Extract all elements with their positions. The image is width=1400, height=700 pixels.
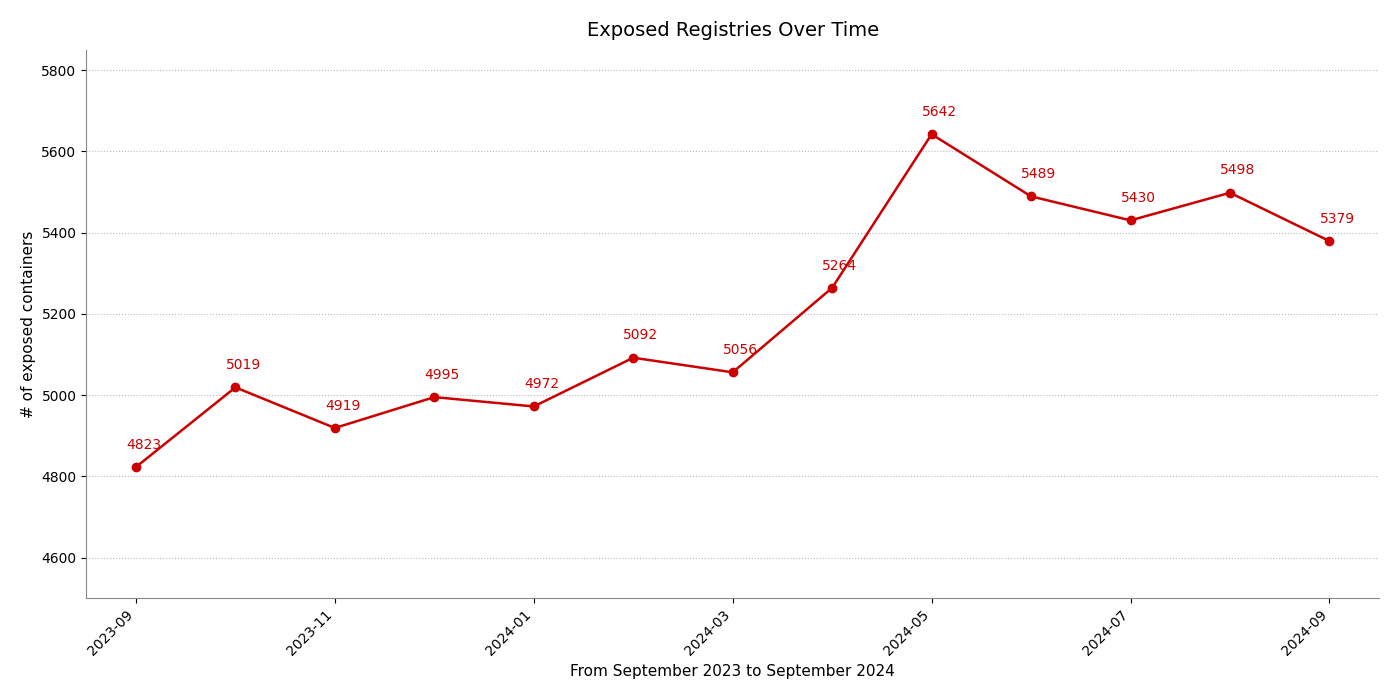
Text: 5092: 5092 [623,328,658,342]
Text: 5642: 5642 [921,105,956,119]
Text: 5489: 5489 [1021,167,1057,181]
X-axis label: From September 2023 to September 2024: From September 2023 to September 2024 [570,664,895,679]
Text: 4972: 4972 [524,377,559,391]
Text: 5056: 5056 [722,343,757,357]
Text: 4995: 4995 [424,368,459,382]
Y-axis label: # of exposed containers: # of exposed containers [21,230,36,418]
Text: 5019: 5019 [225,358,260,372]
Text: 5498: 5498 [1219,164,1256,178]
Title: Exposed Registries Over Time: Exposed Registries Over Time [587,21,879,40]
Text: 5379: 5379 [1319,212,1355,226]
Text: 5430: 5430 [1120,191,1155,205]
Text: 4823: 4823 [126,438,161,452]
Text: 5264: 5264 [822,258,857,272]
Text: 4919: 4919 [325,399,360,413]
